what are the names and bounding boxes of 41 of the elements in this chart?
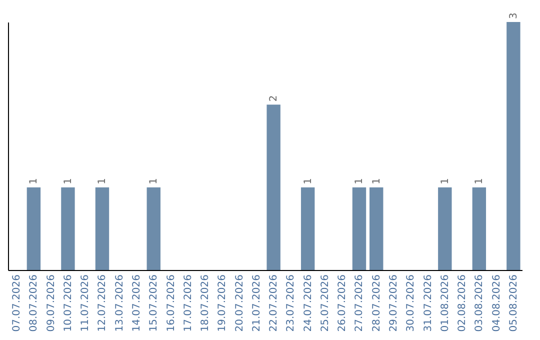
data-label: 1 — [371, 178, 382, 184]
x-tick-label: 13.07.2026 — [114, 274, 126, 332]
x-tick-label: 15.07.2026 — [148, 274, 160, 332]
data-label: 1 — [62, 178, 74, 184]
data-label: 1 — [97, 178, 108, 184]
data-label: 1 — [440, 178, 451, 184]
x-tick-label: 28.07.2026 — [371, 274, 382, 332]
x-tick-label: 09.07.2026 — [46, 274, 57, 332]
x-tick-label: 05.08.2026 — [508, 274, 520, 332]
x-tick-label: 03.08.2026 — [474, 274, 486, 332]
x-tick-label: 02.08.2026 — [457, 274, 468, 332]
x-tick-label: 20.07.2026 — [234, 274, 246, 332]
x-tick-label: 25.07.2026 — [320, 274, 331, 332]
data-label: 3 — [508, 12, 520, 19]
x-tick-label: 24.07.2026 — [302, 274, 314, 332]
x-tick-label: 14.07.2026 — [132, 274, 142, 332]
x-tick-label: 18.07.2026 — [200, 274, 212, 332]
x-tick-label: 12.07.2026 — [97, 274, 108, 332]
x-tick-label: 27.07.2026 — [354, 274, 366, 332]
x-tick-label: 08.07.2026 — [28, 274, 40, 332]
data-label: 1 — [302, 178, 314, 184]
data-label: 1 — [28, 178, 40, 184]
x-tick-label: 17.07.2026 — [182, 274, 194, 332]
x-tick-label: 01.08.2026 — [440, 274, 451, 332]
data-label: 1 — [474, 178, 486, 184]
x-tick-label: 07.07.2026 — [12, 274, 23, 332]
x-tick-label: 16.07.2026 — [166, 274, 177, 332]
x-tick-label: 31.07.2026 — [422, 274, 434, 332]
x-tick-label: 04.08.2026 — [491, 274, 502, 332]
x-tick-label: 29.07.2026 — [388, 274, 400, 332]
x-tick-label: 23.07.2026 — [286, 274, 297, 332]
x-tick-label: 26.07.2026 — [337, 274, 348, 332]
x-tick-label: 10.07.2026 — [62, 274, 74, 332]
data-label: 1 — [354, 178, 366, 184]
data-label: 2 — [268, 95, 280, 102]
x-tick-label: 21.07.2026 — [251, 274, 262, 332]
x-tick-label: 19.07.2026 — [217, 274, 228, 332]
x-tick-label: 30.07.2026 — [406, 274, 417, 332]
x-tick-label: 11.07.2026 — [80, 274, 92, 332]
data-label: 1 — [148, 178, 160, 184]
x-tick-label: 22.07.2026 — [268, 274, 280, 332]
